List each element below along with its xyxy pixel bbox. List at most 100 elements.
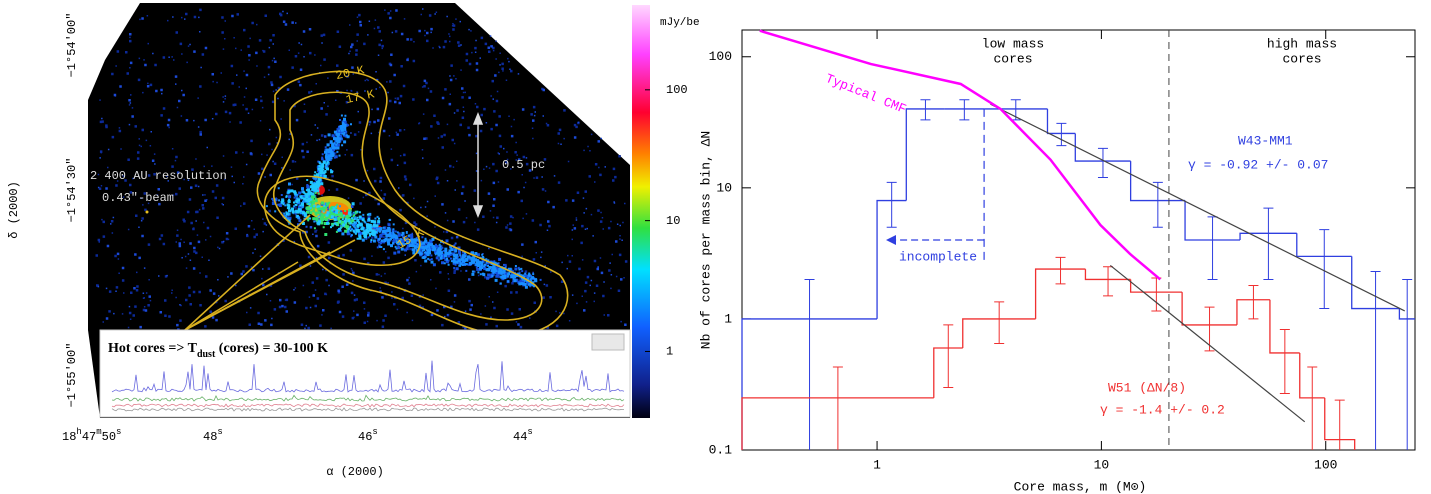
histogram-bin: [1046, 108, 1076, 135]
emission-speckles: [97, 8, 627, 330]
x-tick-label: 1: [873, 457, 881, 472]
colorbar-tick-label: 100: [666, 83, 688, 97]
resolution-label: 2 400 AU resolution: [90, 169, 227, 183]
image-panel: 20 K 17 K 15 K 0.5 pc 2 400 AU resolutio…: [7, 3, 700, 479]
x-tick-sup: m: [96, 427, 101, 437]
region-label: cores: [1282, 51, 1321, 66]
pointer-line: [184, 261, 299, 331]
x-tick-label: 44s: [513, 427, 533, 444]
x-tick-part: 50: [102, 430, 116, 444]
colorbar: [632, 5, 650, 418]
spectrum-line: [111, 394, 625, 402]
histogram-bin: [1236, 299, 1270, 325]
inset-title-part: (cores) = 30-100 K: [215, 341, 328, 356]
region-label: low mass: [982, 36, 1044, 51]
spectrum-line: [111, 407, 624, 412]
histogram-bin: [1074, 133, 1131, 162]
histogram-bin: [1181, 292, 1237, 326]
x-tick-label: 46s: [358, 427, 378, 444]
x-axis-label: Core mass, m (M⊙): [1014, 479, 1147, 494]
histogram-bin: [1129, 279, 1183, 293]
colorbar-ticks: 1 10 100: [645, 83, 688, 359]
fit-label: γ = -1.4 +/- 0.2: [1100, 402, 1225, 417]
histogram-bin: [1239, 232, 1297, 240]
colorbar-tick-label: 10: [666, 214, 680, 228]
histogram-bin: [962, 318, 1036, 348]
spectrum-line: [111, 360, 625, 393]
fit-label: γ = -0.92 +/- 0.07: [1188, 157, 1328, 172]
contour-17k: [272, 91, 543, 321]
x-tick-label: 100: [1314, 457, 1337, 472]
chart-panel: Core mass, m (M⊙) Nb of cores per mass b…: [698, 29, 1416, 494]
error-bar: [1402, 278, 1413, 450]
contours: [184, 70, 569, 336]
y-axis-label: δ (2000): [7, 181, 21, 239]
histogram-bin: [741, 397, 934, 450]
fit-line: [1109, 264, 1306, 423]
y-axis-label: Nb of cores per mass bin, ΔN: [698, 131, 713, 349]
histogram-bin: [1184, 200, 1241, 241]
histogram-bin: [1034, 268, 1086, 319]
histogram-bin: [1299, 352, 1325, 399]
spectrum-line: [111, 403, 625, 408]
error-bar: [1103, 266, 1114, 297]
map-background: [88, 3, 630, 418]
contour-15k: [263, 175, 421, 267]
plot-frame: [741, 29, 1416, 451]
pointer-line: [184, 214, 311, 331]
error-bar: [886, 181, 897, 228]
error-bar: [1055, 256, 1066, 285]
scale-arrow: [472, 111, 484, 219]
contour-label: 17 K: [345, 87, 377, 107]
error-bar: [1370, 271, 1381, 450]
emission-speckles: [271, 119, 542, 288]
error-bar: [1207, 216, 1218, 280]
region-label: high mass: [1267, 36, 1337, 51]
error-bar: [1097, 147, 1108, 178]
scale-label: 0.5 pc: [502, 158, 545, 172]
inset-title-sub: dust: [197, 349, 216, 360]
error-bar: [1307, 366, 1318, 450]
incomplete-label: incomplete: [899, 249, 977, 264]
x-tick-label: 48s: [203, 427, 223, 444]
error-bar: [1334, 399, 1345, 450]
arrow-head: [472, 111, 484, 125]
x-tick-sup: s: [372, 427, 377, 437]
inset-box: [591, 333, 625, 351]
arrow-head: [472, 205, 484, 219]
error-bar: [943, 324, 954, 388]
x-tick-label: 10: [1094, 457, 1110, 472]
x-tick-sup: s: [116, 427, 121, 437]
pointer-line: [184, 251, 331, 331]
incomplete-arrowhead: [886, 235, 896, 245]
x-tick-part: 48: [203, 430, 217, 444]
x-tick-part: 47: [82, 430, 96, 444]
error-bar: [1263, 207, 1274, 280]
contour-label: 20 K: [335, 63, 367, 83]
x-tick-part: 18: [62, 430, 76, 444]
error-bar: [804, 278, 815, 450]
error-bar: [1152, 181, 1163, 228]
error-bar: [832, 366, 843, 450]
y-tick-label: 100: [709, 49, 732, 64]
histogram-bin: [933, 347, 963, 398]
series-label: W43-MM1: [1238, 133, 1293, 148]
fit-line: [990, 103, 1406, 312]
histogram-bin: [1398, 308, 1415, 320]
region-label: cores: [993, 51, 1032, 66]
spectra: [111, 360, 625, 412]
y-tick-label: −1°55'00": [65, 343, 79, 408]
x-tick-part: 46: [358, 430, 372, 444]
series-label: W51 (ΔN/8): [1108, 380, 1186, 395]
histogram-bin: [1269, 299, 1300, 354]
error-bar: [994, 301, 1005, 344]
y-tick-label: 10: [716, 180, 732, 195]
histogram-bin: [905, 108, 945, 201]
histogram-bin: [1351, 256, 1400, 310]
beam: [145, 210, 149, 214]
x-tick-sup: s: [217, 427, 222, 437]
x-tick-sup: s: [527, 427, 532, 437]
emission-speckles: [280, 160, 381, 242]
